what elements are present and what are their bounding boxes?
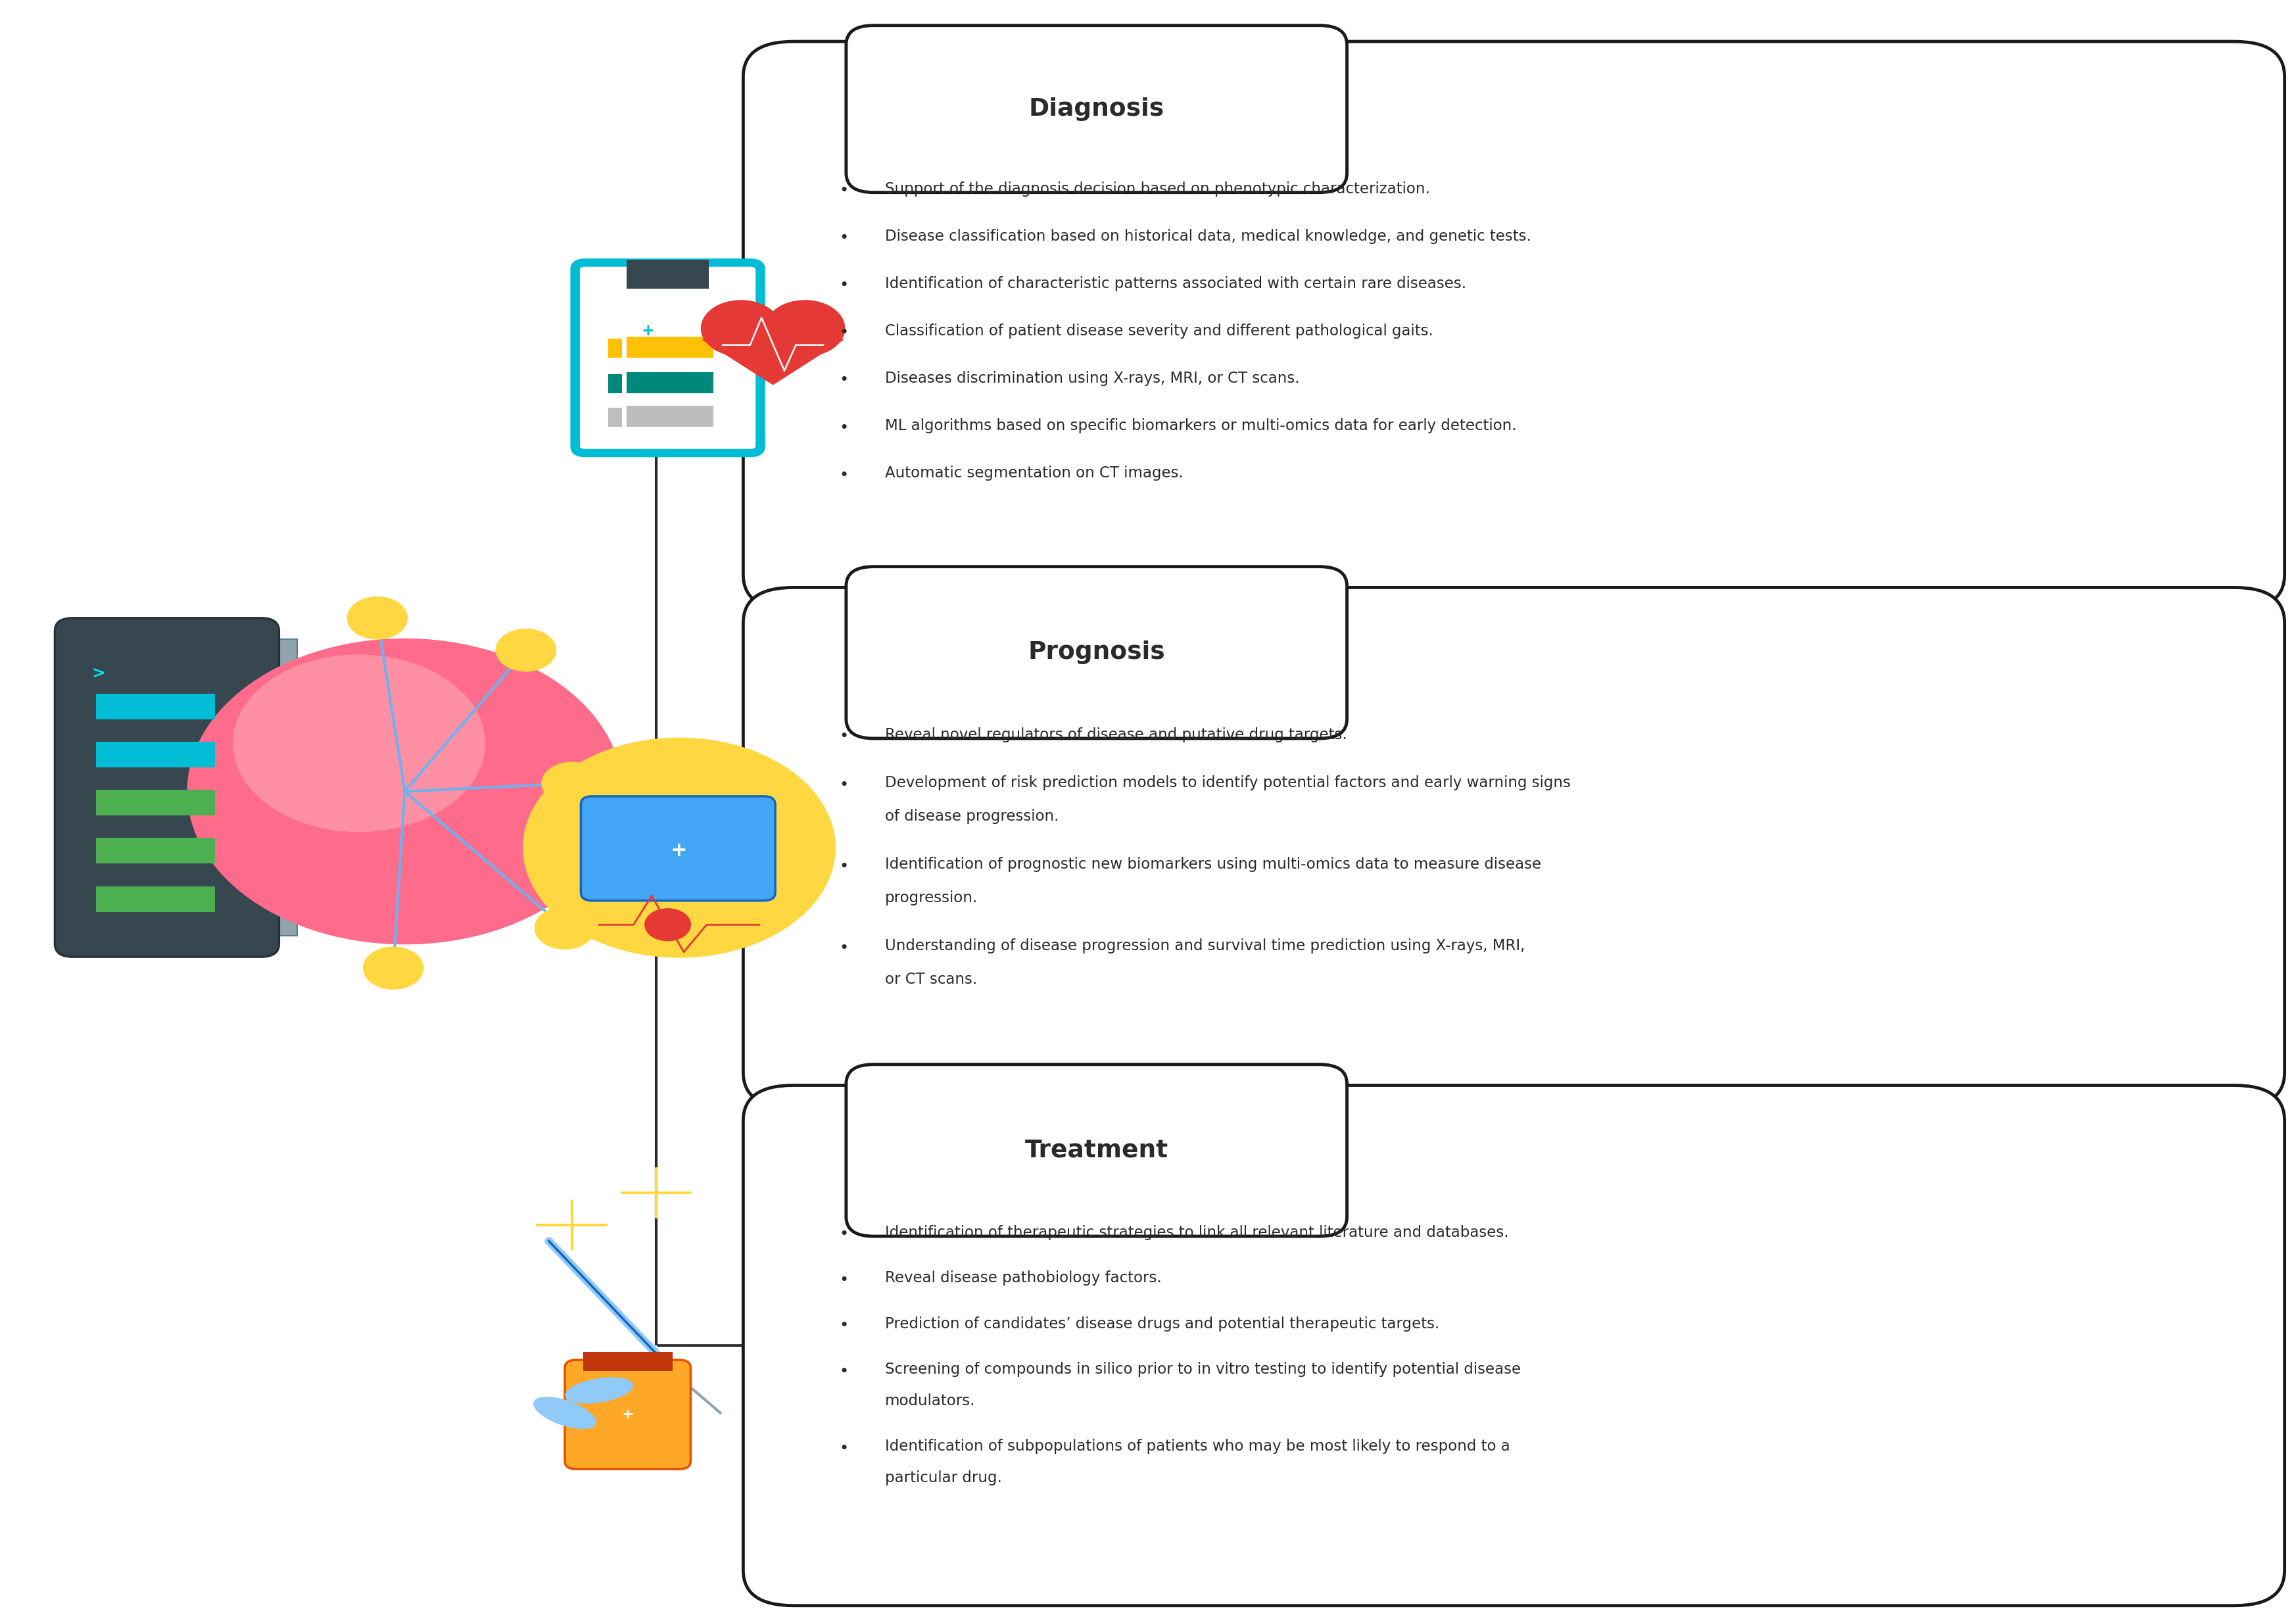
Text: modulators.: modulators.: [884, 1394, 976, 1408]
Text: Screening of compounds in silico prior to in vitro testing to identify potential: Screening of compounds in silico prior t…: [884, 1361, 1520, 1378]
Circle shape: [234, 656, 484, 832]
Text: Identification of subpopulations of patients who may be most likely to respond t: Identification of subpopulations of pati…: [884, 1439, 1511, 1453]
Bar: [879, 1106, 1313, 1130]
Circle shape: [347, 598, 406, 640]
Bar: [627, 260, 709, 289]
Text: +: +: [641, 323, 654, 339]
Bar: [627, 338, 714, 359]
Text: •: •: [838, 777, 850, 793]
Text: Prognosis: Prognosis: [1029, 641, 1164, 664]
Text: Classification of patient disease severity and different pathological gaits.: Classification of patient disease severi…: [884, 323, 1433, 339]
Bar: [96, 741, 216, 767]
Text: +: +: [622, 1408, 634, 1421]
Bar: [96, 887, 216, 912]
Text: Reveal novel regulators of disease and putative drug targets.: Reveal novel regulators of disease and p…: [884, 727, 1348, 743]
Text: •: •: [838, 182, 850, 199]
Bar: [879, 609, 1313, 633]
Bar: [96, 838, 216, 864]
Text: •: •: [838, 325, 850, 341]
Bar: [879, 63, 1313, 87]
FancyBboxPatch shape: [572, 260, 765, 455]
FancyBboxPatch shape: [565, 1360, 691, 1470]
Bar: [627, 373, 714, 392]
Ellipse shape: [535, 1397, 595, 1428]
Text: •: •: [838, 1273, 850, 1289]
Text: Identification of therapeutic strategies to link all relevant literature and dat: Identification of therapeutic strategies…: [884, 1226, 1508, 1240]
Text: •: •: [838, 1227, 850, 1242]
Text: Treatment: Treatment: [1024, 1139, 1169, 1163]
Bar: [96, 693, 216, 719]
Text: Prediction of candidates’ disease drugs and potential therapeutic targets.: Prediction of candidates’ disease drugs …: [884, 1316, 1440, 1331]
Text: Identification of prognostic new biomarkers using multi-omics data to measure di: Identification of prognostic new biomark…: [884, 858, 1541, 872]
Bar: [262, 640, 296, 937]
Text: •: •: [838, 467, 850, 483]
Text: progression.: progression.: [884, 890, 978, 906]
Circle shape: [188, 640, 622, 945]
Circle shape: [496, 630, 556, 670]
Text: Understanding of disease progression and survival time prediction using X-rays, : Understanding of disease progression and…: [884, 938, 1525, 954]
Text: Support of the diagnosis decision based on phenotypic characterization.: Support of the diagnosis decision based …: [884, 181, 1430, 197]
Text: ML algorithms based on specific biomarkers or multi-omics data for early detecti: ML algorithms based on specific biomarke…: [884, 418, 1518, 433]
Text: •: •: [838, 940, 850, 956]
Circle shape: [535, 908, 595, 950]
FancyBboxPatch shape: [847, 26, 1348, 192]
Bar: [608, 339, 622, 359]
Circle shape: [645, 909, 691, 942]
Bar: [608, 375, 622, 392]
FancyBboxPatch shape: [55, 619, 280, 956]
Bar: [627, 405, 714, 426]
FancyBboxPatch shape: [744, 42, 2285, 610]
Text: •: •: [838, 278, 850, 294]
FancyBboxPatch shape: [744, 588, 2285, 1108]
FancyBboxPatch shape: [581, 796, 776, 901]
Bar: [608, 407, 622, 426]
Text: •: •: [838, 373, 850, 388]
Text: Development of risk prediction models to identify potential factors and early wa: Development of risk prediction models to…: [884, 775, 1570, 791]
FancyBboxPatch shape: [744, 1085, 2285, 1605]
Text: +: +: [670, 841, 687, 861]
Circle shape: [700, 300, 781, 357]
Bar: [583, 1352, 673, 1371]
Ellipse shape: [565, 1378, 631, 1403]
Text: or CT scans.: or CT scans.: [884, 972, 978, 987]
Text: >: >: [92, 665, 106, 682]
Text: particular drug.: particular drug.: [884, 1471, 1001, 1486]
Text: Automatic segmentation on CT images.: Automatic segmentation on CT images.: [884, 465, 1182, 481]
Text: of disease progression.: of disease progression.: [884, 809, 1058, 824]
Text: Diseases discrimination using X-rays, MRI, or CT scans.: Diseases discrimination using X-rays, MR…: [884, 371, 1300, 386]
FancyBboxPatch shape: [847, 567, 1348, 738]
Text: •: •: [838, 420, 850, 436]
Circle shape: [523, 738, 836, 956]
Text: Diagnosis: Diagnosis: [1029, 97, 1164, 121]
Text: Disease classification based on historical data, medical knowledge, and genetic : Disease classification based on historic…: [884, 229, 1531, 244]
Text: •: •: [838, 859, 850, 875]
Text: •: •: [838, 231, 850, 245]
Text: Identification of characteristic patterns associated with certain rare diseases.: Identification of characteristic pattern…: [884, 276, 1467, 291]
Polygon shape: [703, 339, 843, 384]
Circle shape: [363, 948, 422, 988]
Text: •: •: [838, 728, 850, 745]
FancyBboxPatch shape: [847, 1064, 1348, 1235]
Text: •: •: [838, 1441, 850, 1457]
Bar: [96, 790, 216, 816]
Circle shape: [765, 300, 845, 357]
Text: •: •: [838, 1318, 850, 1334]
Text: •: •: [838, 1363, 850, 1379]
Circle shape: [542, 762, 602, 804]
Text: Reveal disease pathobiology factors.: Reveal disease pathobiology factors.: [884, 1271, 1162, 1286]
